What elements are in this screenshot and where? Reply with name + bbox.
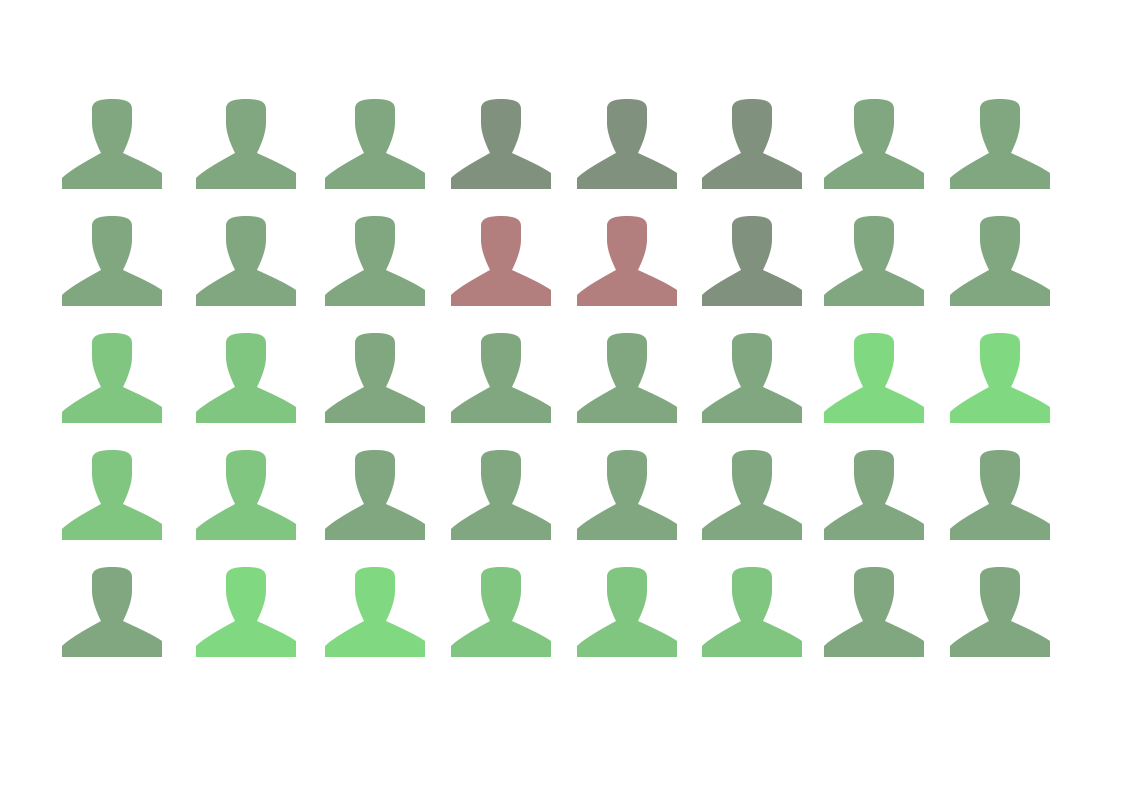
person-silhouette-icon bbox=[325, 333, 425, 423]
person-silhouette-icon bbox=[325, 216, 425, 306]
person-silhouette-icon bbox=[577, 567, 677, 657]
person-silhouette-icon bbox=[577, 333, 677, 423]
person-silhouette-icon bbox=[451, 99, 551, 189]
person-silhouette-icon bbox=[950, 567, 1050, 657]
person-silhouette-icon bbox=[950, 333, 1050, 423]
person-silhouette-icon bbox=[824, 216, 924, 306]
person-silhouette-icon bbox=[824, 450, 924, 540]
person-silhouette-icon bbox=[950, 216, 1050, 306]
person-silhouette-icon bbox=[702, 567, 802, 657]
person-silhouette-icon bbox=[196, 567, 296, 657]
person-silhouette-icon bbox=[325, 450, 425, 540]
person-silhouette-icon bbox=[62, 99, 162, 189]
person-silhouette-icon bbox=[196, 99, 296, 189]
person-silhouette-icon bbox=[702, 333, 802, 423]
person-silhouette-icon bbox=[824, 567, 924, 657]
person-silhouette-icon bbox=[824, 333, 924, 423]
person-silhouette-icon bbox=[196, 216, 296, 306]
person-silhouette-icon bbox=[62, 567, 162, 657]
person-silhouette-icon bbox=[950, 450, 1050, 540]
person-silhouette-icon bbox=[451, 567, 551, 657]
person-silhouette-icon bbox=[196, 333, 296, 423]
person-silhouette-icon bbox=[62, 333, 162, 423]
person-silhouette-icon bbox=[451, 333, 551, 423]
person-silhouette-icon bbox=[577, 216, 677, 306]
person-silhouette-icon bbox=[577, 450, 677, 540]
person-silhouette-icon bbox=[196, 450, 296, 540]
person-silhouette-icon bbox=[702, 99, 802, 189]
person-silhouette-icon bbox=[702, 450, 802, 540]
person-silhouette-icon bbox=[62, 450, 162, 540]
person-silhouette-icon bbox=[62, 216, 162, 306]
person-silhouette-icon bbox=[950, 99, 1050, 189]
person-silhouette-icon bbox=[577, 99, 677, 189]
person-silhouette-icon bbox=[325, 567, 425, 657]
person-silhouette-icon bbox=[451, 450, 551, 540]
person-silhouette-icon bbox=[325, 99, 425, 189]
person-silhouette-icon bbox=[451, 216, 551, 306]
person-silhouette-icon bbox=[824, 99, 924, 189]
person-silhouette-icon bbox=[702, 216, 802, 306]
